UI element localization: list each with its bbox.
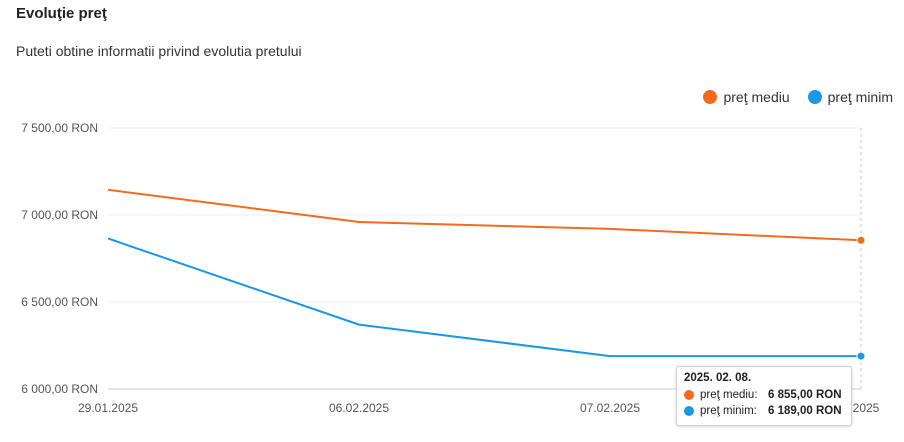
x-tick-label: 06.02.2025 xyxy=(329,401,389,415)
tooltip-series-name: preţ minim: xyxy=(700,405,757,417)
legend-label: preţ minim xyxy=(827,89,893,105)
chart-legend: preţ mediu preţ minim xyxy=(703,89,893,105)
y-tick-label: 7 500,00 RON xyxy=(21,121,98,135)
tooltip-row: preţ mediu: 6 855,00 RON xyxy=(684,387,844,403)
tooltip-dot-icon xyxy=(684,406,694,416)
data-point xyxy=(856,351,866,361)
legend-dot-icon xyxy=(703,90,718,104)
tooltip-dot-icon xyxy=(684,390,694,400)
y-tick-label: 7 000,00 RON xyxy=(21,208,98,222)
x-tick-label: 29.01.2025 xyxy=(78,401,138,415)
tooltip-series-value: 6 855,00 RON xyxy=(768,389,842,401)
tooltip-series-name: preţ mediu: xyxy=(700,389,758,401)
tooltip-date: 2025. 02. 08. xyxy=(684,372,752,384)
series-line xyxy=(107,188,862,242)
section-title: Evoluţie preţ xyxy=(16,5,107,22)
data-point xyxy=(856,235,866,245)
legend-item-pret-minim[interactable]: preţ minim xyxy=(807,89,893,105)
y-tick-label: 6 000,00 RON xyxy=(21,382,98,396)
section-subtitle: Puteti obtine informatii privind evoluti… xyxy=(16,43,302,59)
y-tick-label: 6 500,00 RON xyxy=(21,295,98,309)
tooltip-series-value: 6 189,00 RON xyxy=(768,405,842,417)
x-tick-label: 07.02.2025 xyxy=(580,401,640,415)
legend-label: preţ mediu xyxy=(723,89,790,105)
tooltip-row: preţ minim: 6 189,00 RON xyxy=(684,403,844,419)
legend-item-pret-mediu[interactable]: preţ mediu xyxy=(703,89,790,105)
legend-dot-icon xyxy=(807,90,822,104)
series-line xyxy=(107,237,861,358)
chart-tooltip: 2025. 02. 08. preţ mediu: 6 855,00 RON p… xyxy=(676,366,852,426)
